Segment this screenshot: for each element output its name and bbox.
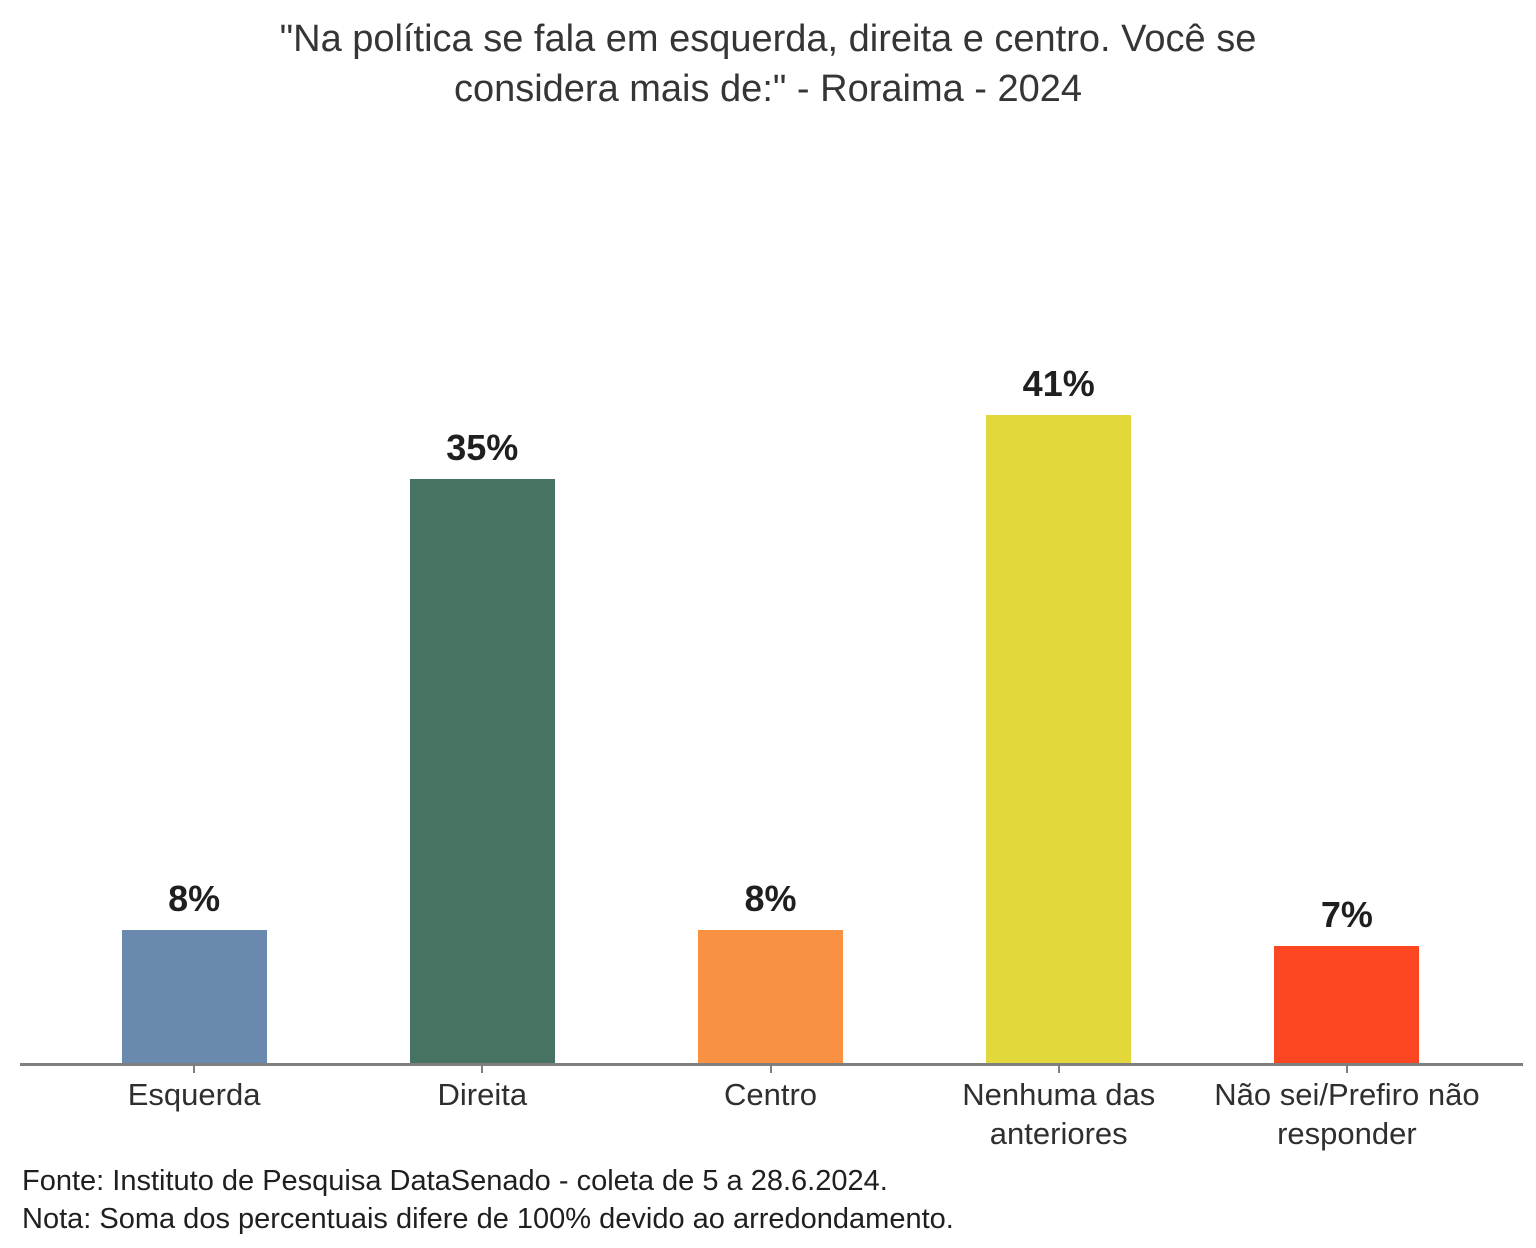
rounding-note: Nota: Soma dos percentuais difere de 100…	[22, 1202, 954, 1235]
x-tick-cell: Centro	[626, 1066, 914, 1154]
bar-column: 8%	[626, 363, 914, 1063]
x-tick-label: Não sei/Prefiro não responder	[1214, 1077, 1480, 1151]
bar-column: 7%	[1203, 363, 1491, 1063]
bar-column: 41%	[915, 363, 1203, 1063]
x-axis-labels: Esquerda Direita Centro Nenhuma das anterio…	[50, 1066, 1491, 1154]
x-tick-cell: Nenhuma das anteriores	[915, 1066, 1203, 1154]
bar-value-label: 41%	[1022, 363, 1095, 404]
bar-value-label: 8%	[744, 878, 797, 919]
bar	[1274, 946, 1420, 1063]
x-tick-mark	[1057, 1066, 1060, 1073]
chart-footer: Fonte: Instituto de Pesquisa DataSenado …	[22, 1163, 954, 1238]
x-tick-mark	[1345, 1066, 1348, 1073]
bar	[986, 415, 1132, 1063]
bar-column: 35%	[338, 363, 626, 1063]
bar-value-label: 7%	[1320, 894, 1373, 935]
bar	[698, 930, 843, 1063]
bar	[409, 479, 555, 1063]
bar-column: 8%	[50, 363, 338, 1063]
x-tick-mark	[769, 1066, 772, 1073]
chart-title: "Na política se fala em esquerda, direit…	[279, 18, 1257, 111]
x-tick-label: Centro	[723, 1077, 818, 1112]
x-tick-cell: Direita	[338, 1066, 626, 1154]
x-tick-label: Esquerda	[127, 1077, 261, 1112]
x-tick-label: Nenhuma das anteriores	[962, 1077, 1156, 1151]
x-tick-mark	[481, 1066, 484, 1073]
bar	[121, 930, 267, 1063]
bar-value-label: 35%	[446, 427, 519, 468]
x-axis-line	[20, 1063, 1523, 1066]
x-tick-cell: Não sei/Prefiro não responder	[1203, 1066, 1491, 1154]
x-tick-mark	[193, 1066, 196, 1073]
x-tick-label: Direita	[437, 1077, 528, 1112]
bar-value-label: 8%	[168, 878, 221, 919]
plot-area: 8% 35% 8% 41% 7%	[50, 363, 1491, 1063]
x-tick-cell: Esquerda	[50, 1066, 338, 1154]
source-note: Fonte: Instituto de Pesquisa DataSenado …	[22, 1165, 888, 1197]
